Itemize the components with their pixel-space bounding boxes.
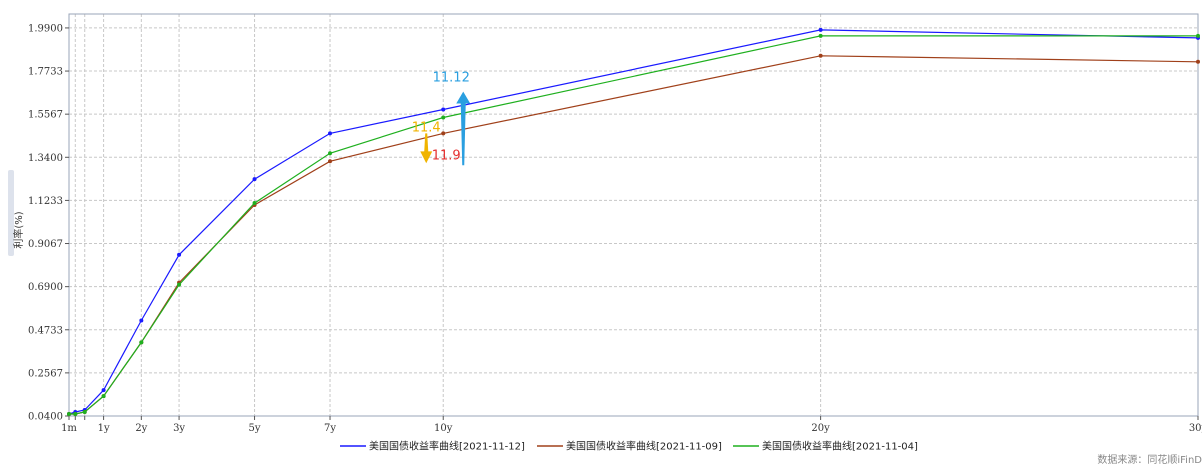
series-line-1 bbox=[69, 55, 1199, 415]
grid bbox=[68, 14, 1199, 417]
legend-label: 美国国债收益率曲线[2021-11-04] bbox=[762, 440, 918, 453]
y-tick-label: 1.9900 bbox=[28, 23, 63, 34]
x-tick-label: 3y bbox=[173, 423, 185, 434]
legend-item-1[interactable]: 美国国债收益率曲线[2021-11-09] bbox=[537, 440, 722, 453]
series-point-2 bbox=[101, 394, 106, 399]
legend-item-0[interactable]: 美国国债收益率曲线[2021-11-12] bbox=[340, 440, 525, 453]
y-tick-label: 1.7733 bbox=[28, 67, 63, 78]
series-point-1 bbox=[818, 53, 823, 58]
y-axis-label: 利率(%) bbox=[12, 211, 25, 248]
axis-panel-handle[interactable] bbox=[8, 170, 14, 256]
annotations: 11.12 11.4 11.9 bbox=[412, 71, 471, 166]
y-tick-label: 1.3400 bbox=[28, 153, 63, 164]
series-line-2 bbox=[69, 35, 1198, 415]
series-point-1 bbox=[328, 159, 333, 164]
annotation-label: 11.4 bbox=[412, 120, 441, 135]
series-point-1 bbox=[1196, 59, 1200, 64]
x-tick-label: 2y bbox=[135, 423, 147, 434]
series-point-2 bbox=[328, 151, 333, 156]
legend-item-2[interactable]: 美国国债收益率曲线[2021-11-04] bbox=[733, 440, 918, 453]
x-tick-label: 7y bbox=[324, 423, 336, 434]
series-point-0 bbox=[818, 27, 823, 32]
series-point-2 bbox=[139, 340, 144, 345]
series-point-2 bbox=[82, 410, 87, 415]
x-tick-label: 30y bbox=[1189, 423, 1202, 434]
y-tick-label: 0.2567 bbox=[28, 368, 63, 379]
x-tick-label: 5y bbox=[249, 423, 261, 434]
x-tick-label: 10y bbox=[434, 423, 453, 434]
annotation-label: 11.12 bbox=[433, 71, 470, 86]
series-point-0 bbox=[252, 177, 257, 182]
series-point-0 bbox=[441, 107, 446, 112]
legend-label: 美国国债收益率曲线[2021-11-12] bbox=[369, 440, 525, 453]
series-point-2 bbox=[1196, 33, 1200, 38]
series-point-0 bbox=[177, 252, 182, 257]
x-tick-label: 1y bbox=[98, 423, 110, 434]
y-tick-label: 0.4733 bbox=[28, 325, 63, 336]
legend-label: 美国国债收益率曲线[2021-11-09] bbox=[566, 440, 722, 453]
series-point-0 bbox=[328, 131, 333, 136]
y-tick-label: 1.5567 bbox=[28, 110, 63, 121]
y-tick-label: 0.0400 bbox=[28, 412, 63, 423]
annotation-label: 11.9 bbox=[432, 148, 461, 163]
series bbox=[67, 27, 1200, 417]
series-point-2 bbox=[177, 282, 182, 287]
data-source-label: 数据来源：同花顺iFinD bbox=[1097, 453, 1202, 466]
down-arrow-icon bbox=[420, 133, 433, 164]
x-tick-label: 1m bbox=[61, 423, 77, 434]
y-tick-label: 0.9067 bbox=[28, 239, 63, 250]
legend[interactable]: 美国国债收益率曲线[2021-11-12] 美国国债收益率曲线[2021-11-0… bbox=[340, 440, 918, 453]
series-point-2 bbox=[252, 201, 257, 206]
y-tick-label: 0.6900 bbox=[28, 282, 63, 293]
axes: 1.9900 1.7733 1.5567 1.3400 1.1233 0.9067 0.69… bbox=[8, 13, 1202, 434]
series-point-1 bbox=[441, 131, 446, 136]
series-point-2 bbox=[441, 115, 446, 120]
series-point-0 bbox=[139, 318, 144, 323]
series-point-2 bbox=[67, 412, 71, 417]
series-point-2 bbox=[73, 412, 78, 417]
series-point-2 bbox=[818, 33, 823, 38]
x-tick-label: 20y bbox=[811, 423, 830, 434]
plot-frame bbox=[68, 13, 1199, 417]
series-point-0 bbox=[101, 388, 106, 393]
y-tick-label: 1.1233 bbox=[28, 196, 63, 207]
up-arrow-icon bbox=[456, 91, 471, 166]
